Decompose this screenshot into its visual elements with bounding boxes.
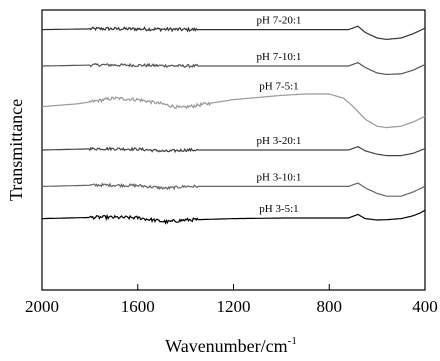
series-line [42, 209, 426, 225]
series-line [42, 25, 426, 41]
series-line [41, 93, 426, 129]
x-axis-ticks: 2000 1600 1200 800 400 [25, 284, 438, 316]
series-labels: pH 7-20:1 pH 7-10:1 pH 7-5:1 pH 3-20:1 pH 3-… [257, 15, 302, 215]
x-axis-label: Wavenumber/cm-1 [165, 335, 297, 356]
y-axis-label: Transmittance [6, 99, 26, 201]
series-label: pH 3-10:1 [257, 171, 302, 183]
series-label: pH 3-5:1 [259, 203, 298, 215]
series-label: pH 7-5:1 [259, 81, 298, 93]
x-tick-label: 1200 [217, 297, 251, 316]
series-line [42, 61, 426, 75]
series-label: pH 7-20:1 [257, 15, 302, 27]
series-line [42, 145, 426, 157]
x-tick-label: 400 [412, 297, 438, 316]
series-line [42, 182, 426, 197]
x-tick-label: 2000 [25, 297, 59, 316]
series-label: pH 3-20:1 [257, 135, 302, 147]
x-tick-label: 800 [317, 297, 343, 316]
series-group [41, 25, 426, 225]
x-tick-label: 1600 [121, 297, 155, 316]
series-label: pH 7-10:1 [257, 51, 302, 63]
